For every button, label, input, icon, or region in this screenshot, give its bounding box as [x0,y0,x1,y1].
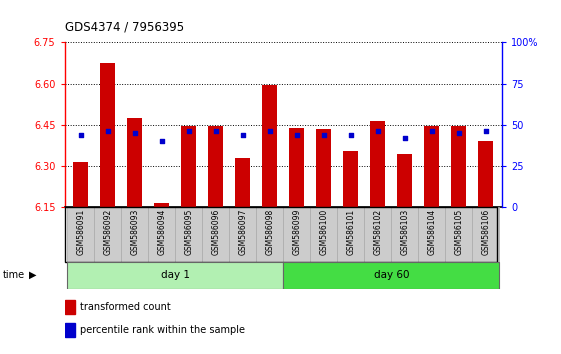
Text: GSM586106: GSM586106 [481,209,490,255]
FancyBboxPatch shape [419,207,445,262]
FancyBboxPatch shape [175,207,203,262]
Text: GSM586091: GSM586091 [76,209,85,255]
Text: GSM586093: GSM586093 [130,209,139,255]
Bar [181,126,196,207]
Text: time: time [3,270,25,280]
FancyBboxPatch shape [67,262,283,289]
FancyBboxPatch shape [472,207,499,262]
Text: day 1: day 1 [161,270,190,280]
Bar [236,158,250,207]
Text: ▶: ▶ [29,270,36,280]
Bar [100,63,115,207]
Bar [73,162,88,207]
FancyBboxPatch shape [203,207,229,262]
Text: GSM586092: GSM586092 [103,209,112,255]
Bar [425,126,439,207]
Point [427,129,436,134]
Bar [65,300,75,314]
FancyBboxPatch shape [256,207,283,262]
FancyBboxPatch shape [337,207,364,262]
Point [481,129,490,134]
Bar [316,129,331,207]
FancyBboxPatch shape [229,207,256,262]
Text: GSM586098: GSM586098 [265,209,274,255]
Text: GSM586097: GSM586097 [238,209,247,255]
Point [346,132,355,137]
Point [454,130,463,136]
Point [76,132,85,137]
Text: GSM586103: GSM586103 [401,209,410,255]
FancyBboxPatch shape [445,207,472,262]
Text: percentile rank within the sample: percentile rank within the sample [80,325,245,335]
FancyBboxPatch shape [67,207,94,262]
Bar [127,118,142,207]
Text: GSM586099: GSM586099 [292,209,301,255]
Point [238,132,247,137]
Text: transformed count: transformed count [80,302,171,312]
Text: GSM586101: GSM586101 [346,209,355,255]
Text: GSM586094: GSM586094 [157,209,166,255]
Point [211,129,220,134]
Point [103,129,112,134]
Point [401,135,410,141]
Text: GDS4374 / 7956395: GDS4374 / 7956395 [65,21,183,34]
Point [265,129,274,134]
FancyBboxPatch shape [148,207,175,262]
FancyBboxPatch shape [310,207,337,262]
Bar [289,127,304,207]
FancyBboxPatch shape [94,207,121,262]
Bar [65,323,75,337]
FancyBboxPatch shape [121,207,148,262]
Bar [343,151,358,207]
Bar [479,141,493,207]
Point [374,129,383,134]
Text: GSM586096: GSM586096 [211,209,220,255]
FancyBboxPatch shape [364,207,392,262]
Bar [154,203,169,207]
Bar [452,126,466,207]
Text: GSM586095: GSM586095 [184,209,194,255]
FancyBboxPatch shape [283,262,499,289]
Point [130,130,139,136]
Text: GSM586104: GSM586104 [427,209,436,255]
Point [157,138,166,144]
Text: GSM586105: GSM586105 [454,209,463,255]
Point [184,129,193,134]
Text: GSM586100: GSM586100 [319,209,328,255]
Point [319,132,328,137]
Bar [370,121,385,207]
FancyBboxPatch shape [392,207,419,262]
Text: day 60: day 60 [374,270,409,280]
Bar [263,85,277,207]
Point [292,132,301,137]
Bar [397,154,412,207]
Text: GSM586102: GSM586102 [373,209,383,255]
Bar [208,126,223,207]
FancyBboxPatch shape [283,207,310,262]
